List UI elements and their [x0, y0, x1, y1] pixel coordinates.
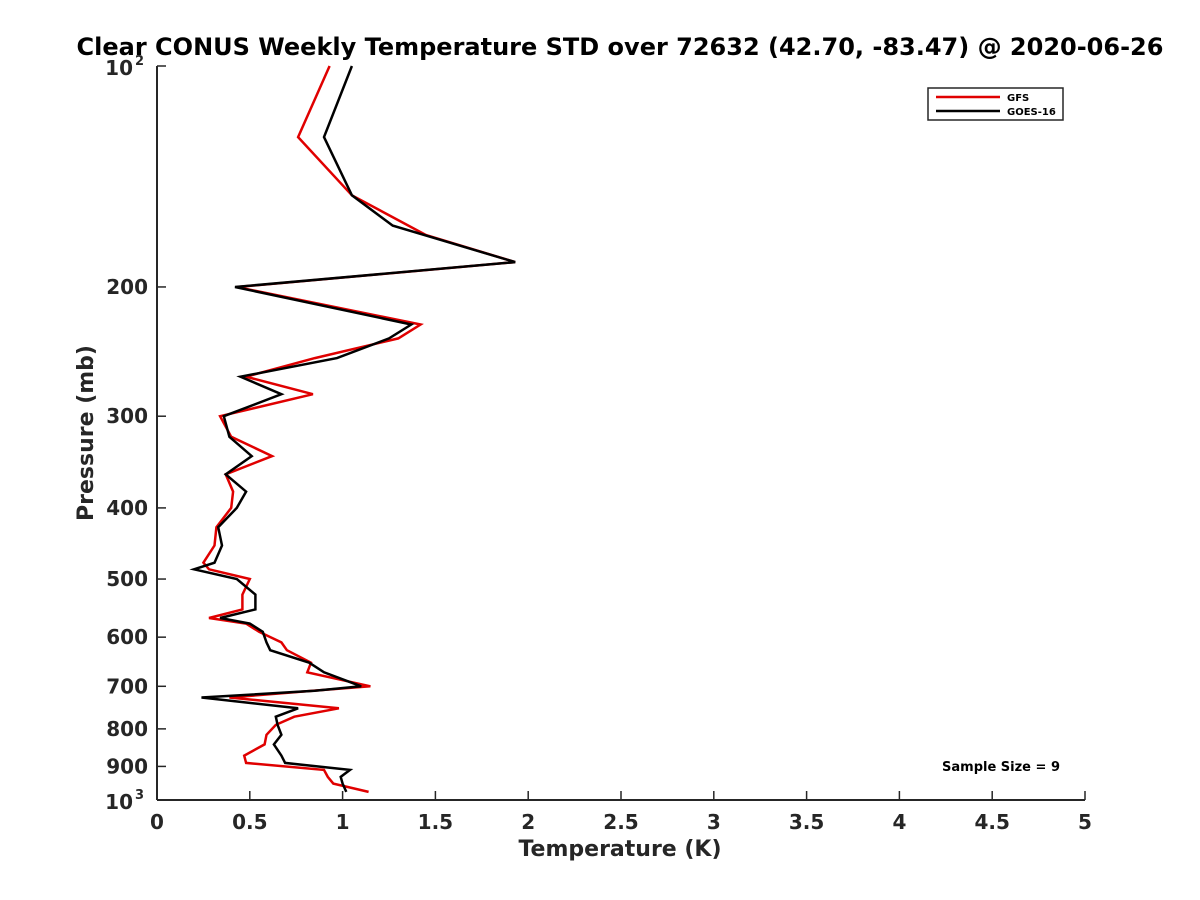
y-tick-label-base: 10	[105, 56, 133, 80]
y-axis-title: Pressure (mb)	[74, 345, 99, 521]
x-tick-label: 0	[150, 810, 164, 834]
legend-label-goes-16: GOES-16	[1007, 107, 1056, 118]
sample-size-annotation: Sample Size = 9	[942, 760, 1060, 775]
y-tick-label: 700	[106, 674, 148, 698]
legend: GFS GOES-16	[927, 87, 1064, 121]
y-tick-label-exponent: 3	[135, 788, 144, 803]
y-tick-label-base: 10	[105, 790, 133, 814]
x-tick-label: 1.5	[418, 810, 453, 834]
y-tick-label: 900	[106, 754, 148, 778]
x-tick-label: 0.5	[232, 810, 267, 834]
legend-box	[927, 87, 1064, 121]
legend-label-gfs: GFS	[1007, 93, 1029, 104]
x-tick-label: 5	[1078, 810, 1092, 834]
y-tick-label: 300	[106, 404, 148, 428]
series-line-gfs	[201, 65, 516, 794]
y-tick-label-exponent: 2	[135, 54, 144, 69]
y-tick-label: 500	[106, 567, 148, 591]
x-tick-label: 2	[521, 810, 535, 834]
series-lines	[189, 65, 516, 794]
x-axis-title: Temperature (K)	[518, 837, 721, 862]
series-line-goes-16	[189, 65, 516, 793]
x-tick-label: 4	[892, 810, 906, 834]
chart-title: Clear CONUS Weekly Temperature STD over …	[77, 33, 1164, 61]
x-tick-label: 3.5	[789, 810, 824, 834]
y-tick-label: 200	[106, 275, 148, 299]
y-tick-label: 600	[106, 625, 148, 649]
x-tick-label: 3	[707, 810, 721, 834]
y-tick-label: 800	[106, 717, 148, 741]
y-tick-label: 400	[106, 496, 148, 520]
x-tick-label: 4.5	[974, 810, 1009, 834]
axes: 0 0.5 1 1.5 2 2.5 3 3.5 4 4.5 5 200 300 400 500 600 700 8…	[105, 54, 1092, 834]
x-tick-label: 1	[336, 810, 350, 834]
x-tick-label: 2.5	[603, 810, 638, 834]
